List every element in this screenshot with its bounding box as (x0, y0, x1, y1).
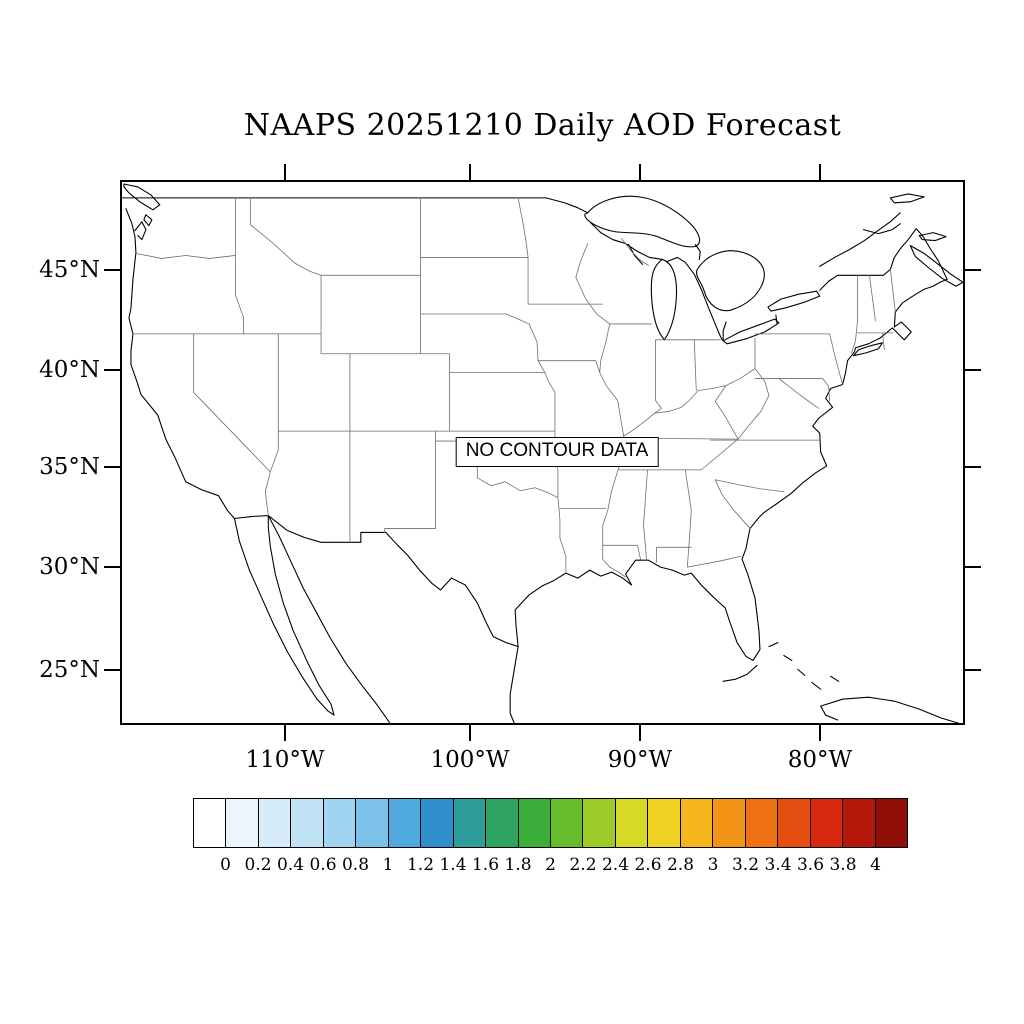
colorbar-cell (257, 798, 292, 848)
great-lakes (584, 195, 821, 345)
aod-colorbar (193, 798, 908, 848)
colorbar-tick-label: 2.6 (634, 855, 662, 875)
mexico-coast-border (233, 514, 519, 723)
colorbar-tick-label: 1.6 (471, 855, 500, 875)
colorbar-cell (809, 798, 844, 848)
longitude-label: 80°W (787, 747, 853, 773)
colorbar-cell (485, 798, 519, 848)
latitude-tick-right (965, 369, 981, 371)
colorbar-tick-label: 4 (870, 855, 881, 875)
latitude-tick-left (104, 669, 120, 671)
map-plot-frame: NO CONTOUR DATA (120, 180, 965, 725)
longitude-tick-top (469, 164, 471, 180)
colorbar-tick-label: 1 (382, 855, 394, 875)
colorbar-cell (582, 798, 616, 848)
latitude-tick-right (965, 466, 981, 468)
latitude-label: 40°N (39, 357, 100, 383)
latitude-label: 30°N (39, 554, 100, 580)
latitude-tick-left (104, 566, 120, 568)
colorbar-cell (322, 798, 357, 848)
longitude-tick-bottom (469, 725, 471, 741)
longitude-tick-bottom (639, 725, 641, 741)
latitude-label: 35°N (39, 454, 100, 480)
colorbar-cell (712, 798, 746, 848)
colorbar-tick-label: 0.6 (309, 855, 337, 875)
latitude-tick-left (104, 269, 120, 271)
colorbar-tick-label: 2.2 (569, 855, 597, 875)
colorbar-cell (225, 798, 259, 848)
longitude-label: 90°W (607, 747, 673, 773)
latitude-tick-left (104, 466, 120, 468)
colorbar-tick-label: 3 (707, 855, 719, 875)
no-contour-data-label: NO CONTOUR DATA (455, 437, 659, 467)
longitude-tick-bottom (284, 725, 286, 741)
longitude-tick-top (819, 164, 821, 180)
colorbar-tick-label: 0.4 (276, 855, 305, 875)
latitude-tick-right (965, 566, 981, 568)
colorbar-cell (679, 798, 714, 848)
us-map (122, 183, 963, 723)
colorbar-cell (355, 798, 389, 848)
colorbar-cell (387, 798, 422, 848)
colorbar-cell (874, 798, 908, 848)
colorbar-cell (842, 798, 876, 848)
colorbar-cell (614, 798, 649, 848)
colorbar-cell (193, 798, 227, 848)
figure-title: NAAPS 20251210 Daily AOD Forecast (243, 108, 842, 143)
colorbar-tick-label: 0.2 (244, 855, 272, 875)
colorbar-tick-label: 1.2 (406, 855, 435, 875)
latitude-tick-left (104, 369, 120, 371)
colorbar-cell (549, 798, 584, 848)
colorbar-tick-label: 1.8 (504, 855, 532, 875)
colorbar-tick-label: 3.8 (829, 855, 857, 875)
latitude-tick-right (965, 269, 981, 271)
colorbar-tick-label: 2.8 (666, 855, 695, 875)
colorbar-cell (517, 798, 551, 848)
colorbar-tick-label: 0.8 (341, 855, 370, 875)
longitude-label: 110°W (245, 747, 325, 773)
colorbar-tick-label: 3.4 (764, 855, 792, 875)
latitude-label: 45°N (39, 257, 100, 283)
us-coastline (125, 208, 948, 662)
colorbar-cell (777, 798, 811, 848)
colorbar-tick-label: 1.4 (439, 855, 467, 875)
longitude-label: 100°W (430, 747, 510, 773)
colorbar-cell (290, 798, 324, 848)
latitude-tick-right (965, 669, 981, 671)
colorbar-tick-label: 3.6 (796, 855, 825, 875)
colorbar-cell (647, 798, 681, 848)
colorbar-cell (420, 798, 454, 848)
latitude-label: 25°N (39, 657, 100, 683)
caribbean-islands (722, 642, 959, 723)
colorbar-tick-label: 2 (545, 855, 556, 875)
state-borders (132, 197, 896, 578)
colorbar-tick-label: 0 (220, 855, 231, 875)
longitude-tick-top (284, 164, 286, 180)
canada-coast-features (123, 183, 963, 287)
longitude-tick-top (639, 164, 641, 180)
colorbar-tick-label: 2.4 (601, 855, 630, 875)
colorbar-tick-label: 3.2 (731, 855, 760, 875)
colorbar-cell (744, 798, 779, 848)
longitude-tick-bottom (819, 725, 821, 741)
canada-border (122, 197, 948, 291)
colorbar-cell (452, 798, 487, 848)
colorbar-tick-labels: 0 0.2 0.4 0.6 0.8 1 1.2 1.4 1.6 1.8 2 2.2 2.4 2.6 2.8 3… (0, 855, 1024, 881)
